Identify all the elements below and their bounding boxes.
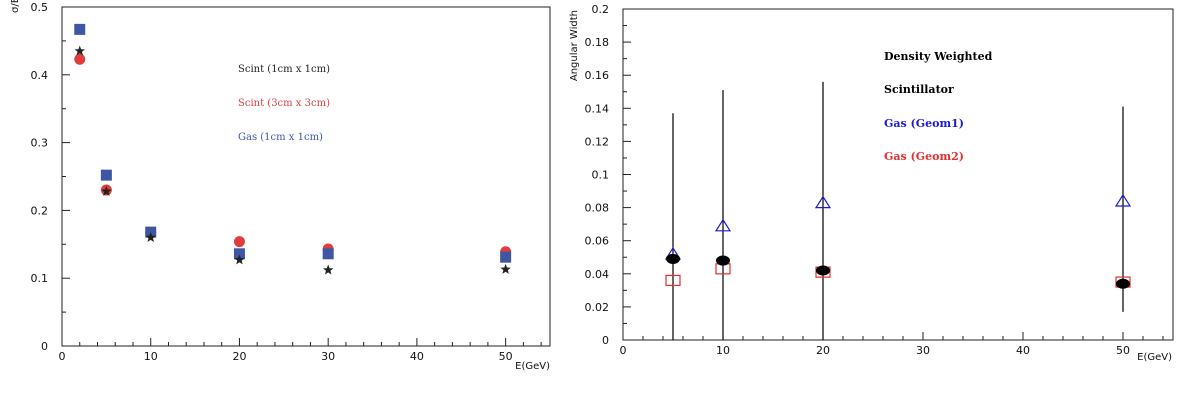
y-tick-label: 0.08 — [585, 202, 610, 215]
y-axis-label: σ/E — [10, 0, 21, 13]
x-tick-label: 20 — [232, 350, 246, 363]
data-point-scint-3cm — [233, 236, 245, 248]
data-point-gas-1cm — [74, 23, 86, 35]
y-tick-label: 0.12 — [585, 135, 610, 148]
y-tick-label: 0.2 — [592, 3, 610, 16]
data-point-gas-geom1 — [1114, 193, 1132, 207]
data-point-gas-1cm — [233, 248, 245, 260]
y-tick-label: 0.14 — [585, 102, 610, 115]
x-axis-label: E(GeV) — [1137, 352, 1172, 363]
data-point-scintillator — [666, 253, 680, 264]
x-tick-label: 40 — [410, 350, 424, 363]
x-tick-label: 30 — [916, 344, 930, 357]
legend-entry: Scint (1cm x 1cm) — [238, 64, 330, 75]
y-tick-label: 0.1 — [592, 169, 610, 182]
x-tick-label: 20 — [816, 344, 830, 357]
data-point-scint-1cm — [234, 254, 245, 265]
data-point-scintillator — [1116, 278, 1130, 289]
y-axis-label: Angular Width — [569, 10, 580, 81]
sigma-over-e-chart: 0 0.1 0.2 0.3 0.4 0.5 0 10 20 30 40 50 σ/E E(GeV) Scin… — [10, 0, 551, 372]
legend-entry: Gas (1cm x 1cm) — [238, 132, 323, 143]
x-tick-label: 0 — [620, 344, 627, 357]
x-tick-label: 30 — [321, 350, 335, 363]
data-point-scint-1cm — [101, 185, 112, 196]
data-point-gas-1cm — [100, 169, 112, 181]
legend-entry: Scintillator — [884, 83, 954, 96]
y-tick-label: 0.2 — [31, 204, 49, 217]
data-point-gas-1cm — [500, 251, 512, 263]
data-point-gas-1cm — [322, 248, 334, 260]
y-tick-label: 0.04 — [585, 268, 610, 281]
y-tick-label: 0 — [602, 334, 609, 347]
x-tick-label: 50 — [1116, 344, 1130, 357]
y-tick-label: 0.06 — [585, 235, 610, 248]
y-tick-label: 0.5 — [31, 1, 49, 14]
data-point-gas-geom2 — [665, 274, 681, 287]
y-tick-label: 0.1 — [31, 272, 49, 285]
legend-entry: Gas (Geom1) — [884, 117, 964, 130]
legend-entry: Gas (Geom2) — [884, 150, 964, 163]
data-point-scint-1cm — [322, 264, 334, 275]
x-axis-label: E(GeV) — [515, 361, 550, 372]
x-tick-label: 10 — [716, 344, 730, 357]
data-point-gas-geom1 — [814, 195, 832, 209]
y-tick-label: 0.3 — [31, 137, 49, 150]
x-tick-label: 40 — [1016, 344, 1030, 357]
data-point-scint-1cm — [500, 263, 511, 274]
legend-entry: Density Weighted — [884, 50, 993, 63]
data-point-scint-1cm — [74, 45, 85, 56]
y-tick-label: 0.4 — [31, 69, 49, 82]
data-point-scint-3cm — [74, 53, 86, 65]
y-tick-label: 0 — [41, 340, 48, 353]
data-point-scint-1cm — [145, 232, 156, 242]
legend-entry: Scint (3cm x 3cm) — [238, 98, 330, 109]
data-point-scintillator — [716, 255, 730, 266]
x-tick-label: 10 — [144, 350, 158, 363]
x-tick-label: 50 — [499, 350, 513, 363]
x-tick-label: 0 — [59, 350, 66, 363]
data-point-scintillator — [816, 265, 830, 276]
y-tick-label: 0.02 — [585, 301, 610, 314]
y-tick-label: 0.16 — [585, 69, 610, 82]
data-point-gas-geom1 — [714, 218, 732, 232]
y-tick-label: 0.18 — [585, 36, 610, 49]
